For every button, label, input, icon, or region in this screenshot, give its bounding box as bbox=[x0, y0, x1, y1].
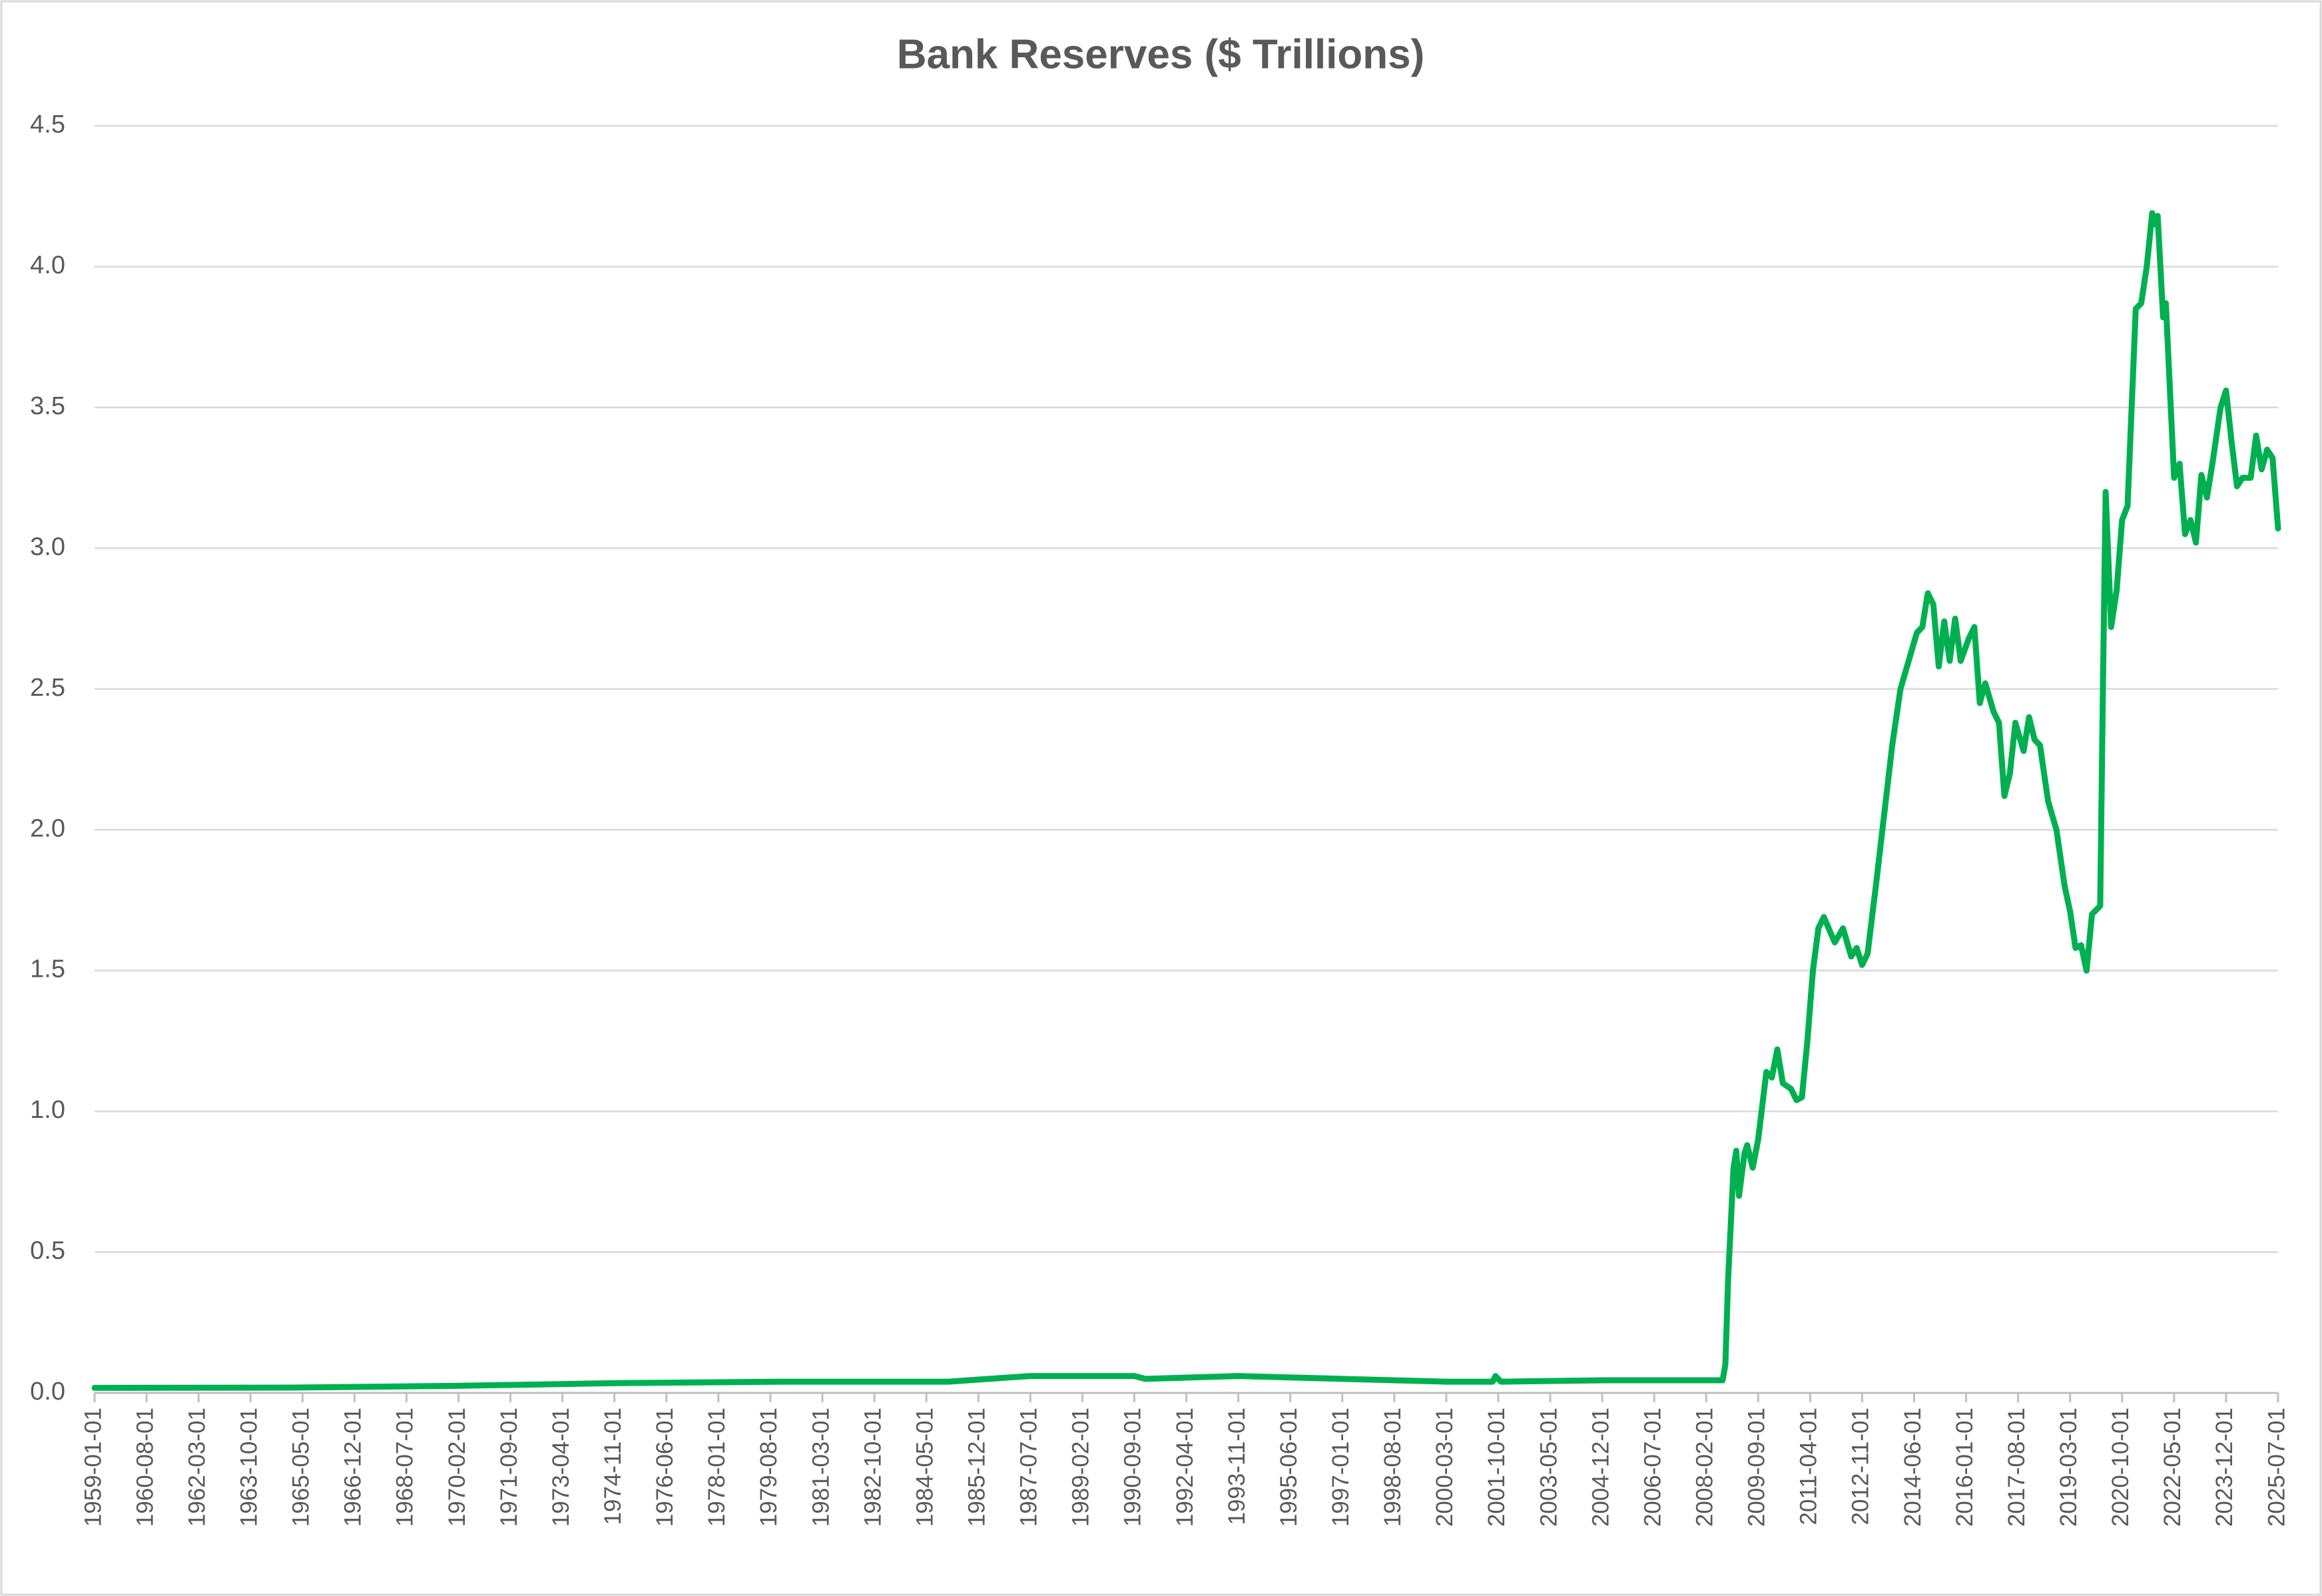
x-tick-label: 2001-10-01 bbox=[1484, 1408, 1510, 1527]
x-tick-label: 2019-03-01 bbox=[2056, 1408, 2082, 1527]
y-tick-label: 1.5 bbox=[30, 955, 65, 983]
x-tick-label: 1974-11-01 bbox=[600, 1408, 626, 1525]
x-tick-label: 1971-09-01 bbox=[496, 1408, 522, 1527]
y-tick-label: 4.5 bbox=[30, 111, 65, 138]
x-tick-label: 1981-03-01 bbox=[808, 1408, 834, 1527]
x-tick-label: 1984-05-01 bbox=[912, 1408, 938, 1527]
x-tick-label: 2003-05-01 bbox=[1536, 1408, 1562, 1527]
x-tick-label: 2008-02-01 bbox=[1691, 1408, 1717, 1527]
x-tick-label: 1970-02-01 bbox=[444, 1408, 470, 1527]
x-tick-label: 1976-06-01 bbox=[652, 1408, 678, 1527]
x-tick-label: 1989-02-01 bbox=[1068, 1408, 1094, 1527]
y-tick-label: 3.0 bbox=[30, 533, 65, 561]
y-tick-label: 2.0 bbox=[30, 814, 65, 842]
x-tick-label: 1978-01-01 bbox=[704, 1408, 730, 1527]
x-tick-label: 1973-04-01 bbox=[548, 1408, 574, 1527]
x-tick-label: 1963-10-01 bbox=[236, 1408, 262, 1527]
x-tick-label: 1960-08-01 bbox=[132, 1408, 158, 1527]
x-tick-label: 1997-01-01 bbox=[1328, 1408, 1354, 1527]
x-tick-label: 1987-07-01 bbox=[1016, 1408, 1042, 1527]
x-tick-label: 1985-12-01 bbox=[964, 1408, 990, 1527]
x-tick-label: 2014-06-01 bbox=[1900, 1408, 1926, 1527]
x-tick-label: 1966-12-01 bbox=[340, 1408, 366, 1527]
x-tick-label: 1995-06-01 bbox=[1276, 1408, 1302, 1527]
x-tick-label: 1959-01-01 bbox=[80, 1408, 106, 1527]
x-tick-label: 2004-12-01 bbox=[1588, 1408, 1613, 1527]
x-tick-label: 1979-08-01 bbox=[756, 1408, 782, 1527]
x-tick-label: 2016-01-01 bbox=[1952, 1408, 1978, 1527]
y-tick-label: 0.5 bbox=[30, 1237, 65, 1265]
x-tick-label: 2020-10-01 bbox=[2108, 1408, 2134, 1527]
y-tick-label: 3.5 bbox=[30, 392, 65, 420]
x-tick-label: 1968-07-01 bbox=[392, 1408, 418, 1527]
x-tick-label: 1982-10-01 bbox=[860, 1408, 886, 1527]
data-line bbox=[91, 210, 2281, 1391]
x-tick-label: 1998-08-01 bbox=[1380, 1408, 1406, 1527]
chart-title: Bank Reserves ($ Trillions) bbox=[897, 31, 1425, 77]
x-tick-label: 2012-11-01 bbox=[1848, 1408, 1874, 1525]
y-tick-label: 0.0 bbox=[30, 1378, 65, 1406]
x-tick-label: 2011-04-01 bbox=[1796, 1408, 1822, 1525]
x-tick-label: 2006-07-01 bbox=[1639, 1408, 1665, 1527]
x-tick-label: 1993-11-01 bbox=[1224, 1408, 1250, 1525]
y-tick-label: 2.5 bbox=[30, 674, 65, 702]
x-tick-label: 1962-03-01 bbox=[184, 1408, 210, 1527]
y-tick-label: 1.0 bbox=[30, 1096, 65, 1124]
x-tick-label: 2022-05-01 bbox=[2160, 1408, 2185, 1527]
x-tick-label: 2000-03-01 bbox=[1432, 1408, 1458, 1527]
x-tick-label: 2023-12-01 bbox=[2211, 1408, 2237, 1527]
x-tick-label: 1965-05-01 bbox=[288, 1408, 314, 1527]
x-tick-label: 2009-09-01 bbox=[1744, 1408, 1770, 1527]
x-tick-label: 2017-08-01 bbox=[2004, 1408, 2030, 1527]
x-tick-label: 2025-07-01 bbox=[2263, 1408, 2289, 1527]
y-tick-label: 4.0 bbox=[30, 251, 65, 279]
x-tick-label: 1992-04-01 bbox=[1172, 1408, 1198, 1527]
x-tick-label: 1990-09-01 bbox=[1120, 1408, 1146, 1527]
